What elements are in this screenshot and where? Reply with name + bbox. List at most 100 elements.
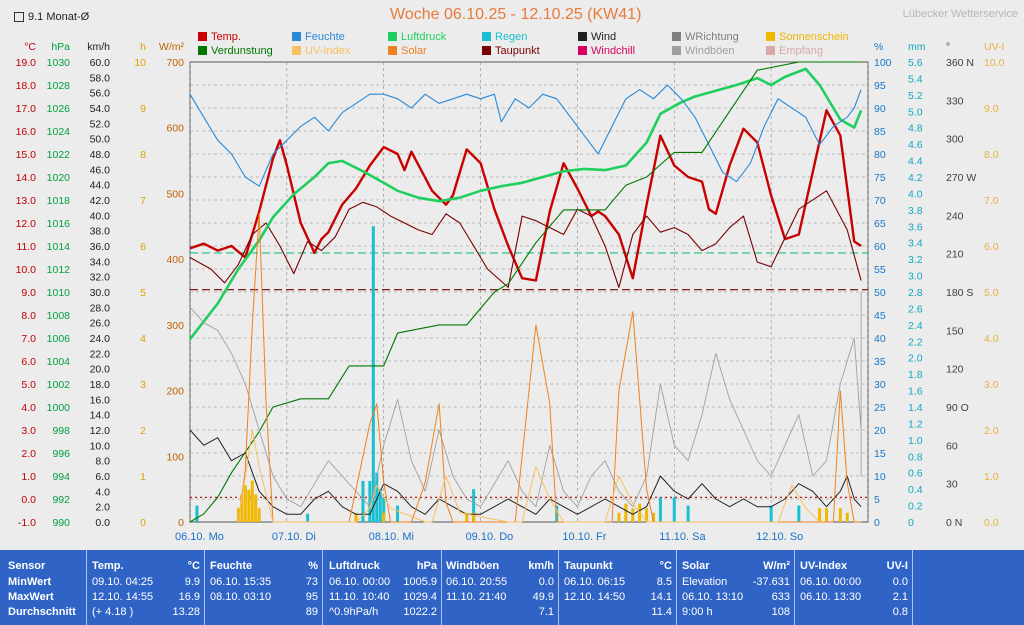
axis-tick-rain: 2.2 [908, 336, 923, 348]
axis-header-sun: h [140, 41, 146, 53]
footer-cell-row: 11.10. 10:40 1029.4 [329, 591, 437, 606]
bar-regen [472, 489, 476, 522]
footer-cell-value: 1022.2 [403, 606, 437, 618]
footer-column-header: UV-Index UV-I [800, 560, 908, 575]
legend-item: Empfang [766, 45, 823, 57]
x-tick-label: 06.10. Mo [175, 531, 224, 543]
axis-tick-temp: 19.0 [16, 57, 37, 69]
axis-tick-hum: 25 [874, 402, 886, 414]
footer-row-label: Durchschnitt [8, 606, 82, 621]
axis-tick-wind: 0.0 [95, 517, 110, 529]
axis-tick-hum: 10 [874, 471, 886, 483]
weather-chart: 06.10. Mo 07.10. Di 08.10. Mi 09.10. Do 10.1… [16, 41, 1005, 543]
axis-tick-hum: 30 [874, 379, 886, 391]
bar-regen [672, 497, 676, 522]
bar-sonnenschein [254, 494, 258, 522]
footer-column-unit: W/m² [763, 560, 790, 572]
axis-tick-dir: 90 O [946, 402, 969, 414]
bar-regen [382, 497, 386, 522]
bar-regen [396, 505, 400, 522]
axis-tick-hum: 95 [874, 80, 886, 92]
checkbox-icon[interactable] [14, 12, 24, 23]
axis-tick-sun: 5 [140, 287, 146, 299]
axis-tick-rain: 2.8 [908, 287, 923, 299]
footer-cell-row: ^0.9hPa/h 1022.2 [329, 606, 437, 621]
axis-tick-temp: 6.0 [21, 356, 36, 368]
axis-tick-temp: 2.0 [21, 448, 36, 460]
axis-tick-press: 998 [52, 425, 70, 437]
axis-tick-temp: 15.0 [16, 149, 37, 161]
axis-tick-uv: 0.0 [984, 517, 999, 529]
axis-tick-uv: 6.0 [984, 241, 999, 253]
legend-item: Luftdruck [388, 31, 446, 43]
x-tick-label: 07.10. Di [272, 531, 316, 543]
footer-cell-info: 06.10. 13:30 [800, 591, 862, 603]
x-tick-label: 11.10. Sa [659, 531, 706, 543]
legend-label: Temp. [211, 31, 241, 43]
footer-row-label: MinWert [8, 576, 82, 591]
axis-tick-dir: 30 [946, 479, 958, 491]
axis-tick-rain: 3.6 [908, 221, 923, 233]
axis-tick-wind: 16.0 [90, 394, 111, 406]
axis-tick-wind: 24.0 [90, 333, 111, 345]
footer-column-title: UV-Index [800, 560, 848, 572]
axis-tick-hum: 65 [874, 218, 886, 230]
axis-tick-dir: 360 N [946, 57, 974, 69]
axis-tick-rain: 2.0 [908, 353, 923, 365]
axis-tick-temp: 1.0 [21, 471, 36, 483]
legend-label: Sonnenschein [779, 31, 849, 43]
bar-sonnenschein [617, 512, 621, 522]
legend-swatch [388, 32, 397, 41]
axis-header-rain: mm [908, 41, 926, 53]
legend-label: Solar [401, 45, 427, 57]
axis-tick-sun: 7 [140, 195, 146, 207]
x-tick-label: 09.10. Do [466, 531, 514, 543]
legend-label: Verdunstung [211, 45, 273, 57]
axis-tick-rain: 3.4 [908, 238, 923, 250]
footer-column-unit: UV-I [886, 560, 908, 572]
bar-regen [378, 489, 382, 522]
axis-tick-wind: 6.0 [95, 471, 110, 483]
toggle-label: 9.1 Monat-Ø [28, 11, 90, 23]
axis-tick-wind: 20.0 [90, 364, 111, 376]
footer-column-header: Windböen km/h [446, 560, 554, 575]
footer-column-unit: °C [659, 560, 672, 572]
legend-item: Windchill [578, 45, 635, 57]
axis-tick-wind: 38.0 [90, 226, 111, 238]
footer-column: Taupunkt °C 06.10. 06:15 8.5 12.10. 14:50 14.… [560, 550, 677, 625]
footer-cell-value: 7.1 [538, 606, 554, 618]
axis-tick-hum: 85 [874, 126, 886, 138]
axis-tick-wind: 54.0 [90, 103, 111, 115]
monthly-average-toggle[interactable]: 9.1 Monat-Ø [14, 11, 89, 23]
footer-column-header: Luftdruck hPa [329, 560, 437, 575]
footer-cell-row: 06.10. 13:10 633 [682, 591, 790, 606]
footer-cell-info: 06.10. 20:55 [446, 576, 508, 588]
footer-cell-row: 06.10. 06:15 8.5 [564, 576, 672, 591]
credit-text: Lübecker Wetterservice [902, 8, 1018, 20]
legend-item: Regen [482, 31, 527, 43]
axis-tick-rain: 5.6 [908, 57, 923, 69]
legend-item: WRichtung [672, 31, 739, 43]
footer-cell-value: 49.9 [532, 591, 554, 603]
axis-tick-sun: 2 [140, 425, 146, 437]
legend-item: Taupunkt [482, 45, 540, 57]
bar-sonnenschein [257, 508, 261, 522]
footer-cell-row: 06.10. 15:35 73 [210, 576, 318, 591]
axis-tick-wind: 4.0 [95, 486, 110, 498]
footer-cell-info: 08.10. 03:10 [210, 591, 272, 603]
axis-tick-uv: 3.0 [984, 379, 999, 391]
legend-swatch [198, 46, 207, 55]
bar-regen [797, 505, 801, 522]
axis-tick-press: 1002 [47, 379, 71, 391]
axis-header-hum: % [874, 41, 883, 53]
axis-tick-sun: 10 [134, 57, 146, 69]
footer-cell-row: 06.10. 00:00 1005.9 [329, 576, 437, 591]
axis-tick-hum: 20 [874, 425, 886, 437]
axis-tick-rain: 5.2 [908, 90, 923, 102]
footer-cell-info: 06.10. 15:35 [210, 576, 272, 588]
axis-tick-rain: 1.0 [908, 435, 923, 447]
axis-tick-solar: 100 [166, 451, 184, 463]
axis-tick-solar: 600 [166, 123, 184, 135]
footer-sensor-column: Sensor MinWert MaxWert Durchschnitt [4, 550, 87, 625]
legend-swatch [766, 46, 775, 55]
